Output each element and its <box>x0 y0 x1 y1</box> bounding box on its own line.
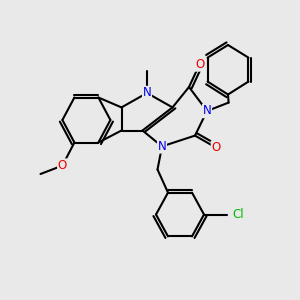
Text: N: N <box>142 86 152 100</box>
Text: O: O <box>58 159 67 172</box>
Text: Cl: Cl <box>233 208 244 221</box>
Text: O: O <box>212 141 220 154</box>
Text: N: N <box>158 140 166 153</box>
Text: O: O <box>195 58 204 71</box>
Text: N: N <box>202 104 211 118</box>
